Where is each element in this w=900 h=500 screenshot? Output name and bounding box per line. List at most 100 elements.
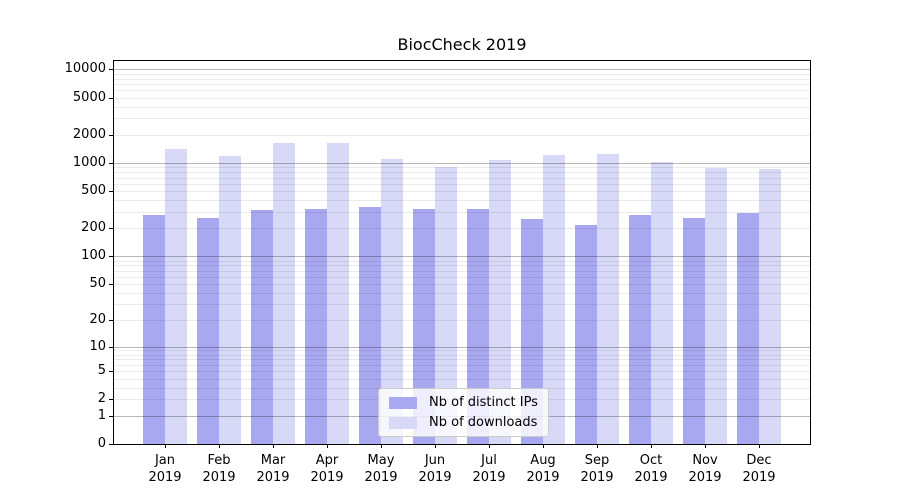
x-tick-month: Nov bbox=[692, 453, 718, 468]
y-tick-label: 2000 bbox=[72, 126, 106, 142]
y-tick-label: 1000 bbox=[72, 155, 106, 170]
y-tick bbox=[109, 228, 113, 230]
x-tick-label: Aug 2019 bbox=[515, 452, 571, 486]
bar-distinct-ips-apr bbox=[305, 209, 327, 444]
legend: Nb of distinct IPs Nb of downloads bbox=[378, 388, 549, 437]
bar-distinct-ips-jan bbox=[143, 215, 165, 444]
legend-label-distinct-ips: Nb of distinct IPs bbox=[429, 395, 538, 410]
x-tick-year: 2019 bbox=[148, 470, 182, 485]
bar-distinct-ips-aug bbox=[521, 219, 543, 444]
x-tick-year: 2019 bbox=[634, 470, 668, 485]
y-tick-label: 1 bbox=[97, 407, 106, 423]
x-tick bbox=[597, 444, 598, 448]
y-tick bbox=[109, 69, 113, 71]
y-tick-label: 10 bbox=[89, 338, 106, 354]
bar-distinct-ips-jun bbox=[413, 209, 435, 444]
x-tick-label: Nov 2019 bbox=[677, 452, 733, 486]
x-tick bbox=[219, 444, 220, 448]
x-tick-year: 2019 bbox=[742, 470, 776, 485]
y-tick-label: 0 bbox=[97, 436, 106, 451]
x-tick-month: May bbox=[367, 453, 395, 468]
bar-distinct-ips-may bbox=[359, 207, 381, 444]
bars-layer bbox=[114, 61, 810, 444]
bar-downloads-oct bbox=[651, 162, 673, 444]
y-tick-label: 200 bbox=[81, 220, 106, 236]
plot-area: 10000 5000 2000 1000 500 200 100 50 20 10 5 2 1 0 Jan 2… bbox=[65, 60, 811, 485]
y-tick-label: 50 bbox=[89, 276, 106, 292]
y-tick-label: 10000 bbox=[64, 61, 106, 77]
x-tick bbox=[543, 444, 544, 448]
y-tick bbox=[109, 97, 113, 99]
y-tick bbox=[109, 256, 113, 258]
x-tick-month: Jul bbox=[481, 453, 497, 468]
x-tick-month: Aug bbox=[530, 453, 556, 468]
y-tick-label: 500 bbox=[81, 183, 106, 199]
legend-item-downloads: Nb of downloads bbox=[389, 415, 538, 430]
x-tick-label: Sep 2019 bbox=[569, 452, 625, 486]
x-tick-label: Apr 2019 bbox=[299, 452, 355, 486]
legend-swatch-distinct-ips bbox=[389, 396, 417, 409]
bar-distinct-ips-sep bbox=[575, 224, 597, 444]
bar-downloads-aug bbox=[543, 155, 565, 444]
x-tick bbox=[651, 444, 652, 448]
x-tick bbox=[165, 444, 166, 448]
x-tick bbox=[489, 444, 490, 448]
x-tick-label: Jan 2019 bbox=[137, 452, 193, 486]
x-tick-month: Jun bbox=[424, 453, 446, 468]
bar-downloads-sep bbox=[597, 154, 619, 444]
x-tick-month: Dec bbox=[746, 453, 772, 468]
y-tick bbox=[109, 444, 113, 445]
y-tick-label: 20 bbox=[89, 312, 106, 328]
bar-downloads-mar bbox=[273, 142, 295, 444]
y-tick-label: 100 bbox=[81, 248, 106, 264]
x-tick-label: May 2019 bbox=[353, 452, 409, 486]
x-tick-year: 2019 bbox=[688, 470, 722, 485]
x-tick-year: 2019 bbox=[256, 470, 290, 485]
y-tick bbox=[109, 191, 113, 193]
y-tick-label: 5 bbox=[97, 363, 106, 379]
legend-swatch-downloads bbox=[389, 416, 417, 429]
bar-downloads-nov bbox=[705, 167, 727, 444]
x-tick-label: Mar 2019 bbox=[245, 452, 301, 486]
x-tick-label: Dec 2019 bbox=[731, 452, 787, 486]
y-tick-label: 5000 bbox=[72, 89, 106, 105]
x-tick bbox=[273, 444, 274, 448]
bar-distinct-ips-feb bbox=[197, 217, 219, 444]
bar-downloads-apr bbox=[327, 142, 349, 444]
x-tick bbox=[705, 444, 706, 448]
x-tick-label: Oct 2019 bbox=[623, 452, 679, 486]
x-tick-year: 2019 bbox=[526, 470, 560, 485]
x-tick bbox=[381, 444, 382, 448]
x-tick-label: Jul 2019 bbox=[461, 452, 517, 486]
x-tick-year: 2019 bbox=[472, 470, 506, 485]
chart-title: BiocCheck 2019 bbox=[397, 35, 527, 54]
x-tick-year: 2019 bbox=[418, 470, 452, 485]
x-tick-month: Sep bbox=[584, 453, 610, 468]
bar-distinct-ips-oct bbox=[629, 215, 651, 444]
x-tick-month: Mar bbox=[260, 453, 286, 468]
legend-label-downloads: Nb of downloads bbox=[429, 415, 538, 430]
x-tick-label: Jun 2019 bbox=[407, 452, 463, 486]
legend-item-distinct-ips: Nb of distinct IPs bbox=[389, 395, 538, 410]
x-tick-label: Feb 2019 bbox=[191, 452, 247, 486]
bar-downloads-jul bbox=[489, 159, 511, 444]
y-tick bbox=[109, 371, 113, 373]
x-tick-year: 2019 bbox=[364, 470, 398, 485]
y-tick bbox=[109, 320, 113, 322]
bar-distinct-ips-mar bbox=[251, 209, 273, 444]
y-tick bbox=[109, 284, 113, 286]
x-tick bbox=[327, 444, 328, 448]
x-tick bbox=[759, 444, 760, 448]
y-tick bbox=[109, 399, 113, 401]
bar-distinct-ips-nov bbox=[683, 217, 705, 444]
x-tick-month: Feb bbox=[207, 453, 231, 468]
bar-distinct-ips-jul bbox=[467, 208, 489, 444]
axis-layer: 10000 5000 2000 1000 500 200 100 50 20 10 5 2 1 0 Jan 2… bbox=[65, 61, 810, 485]
x-tick-year: 2019 bbox=[580, 470, 614, 485]
y-tick-label: 2 bbox=[97, 391, 106, 407]
x-tick-month: Jan bbox=[154, 453, 176, 468]
bar-downloads-may bbox=[381, 159, 403, 444]
y-tick bbox=[109, 346, 113, 348]
bar-distinct-ips-dec bbox=[737, 213, 759, 444]
